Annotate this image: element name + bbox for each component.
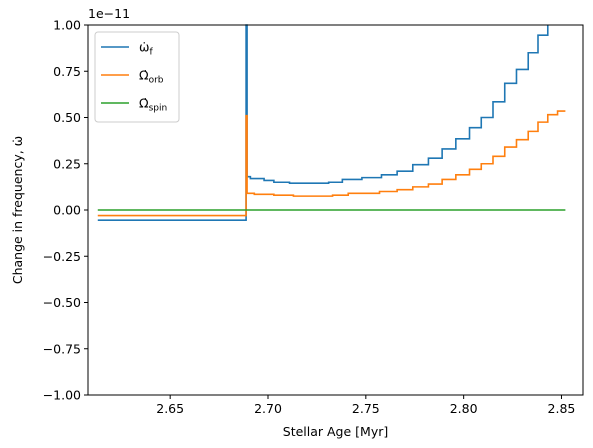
x-axis-label: Stellar Age [Myr] — [283, 424, 388, 439]
x-tick-label: 2.85 — [548, 401, 576, 416]
series-line-1 — [97, 110, 566, 217]
x-tick-label: 2.80 — [450, 401, 478, 416]
x-tick-label: 2.75 — [352, 401, 380, 416]
legend-entries: ω̇f Ω̇orb Ω̇spin — [101, 40, 167, 114]
legend: ω̇f Ω̇orb Ω̇spin — [94, 31, 180, 123]
x-axis-ticks: 2.65 2.70 2.75 2.80 2.85 — [156, 395, 575, 416]
y-tick-label: 0.00 — [53, 203, 81, 218]
y-tick-label: 0.25 — [53, 156, 81, 171]
y-axis-offset-text: 1e−11 — [88, 6, 130, 21]
y-tick-label: 1.00 — [53, 18, 81, 33]
legend-label-0: ω̇f — [139, 40, 153, 58]
y-axis-label: Change in frequency, ω̇ — [10, 136, 25, 284]
series-line-0 — [97, 24, 549, 221]
y-axis-ticks: −1.00 −0.75 −0.50 −0.25 0.00 0.25 0.50 0.75 1.00 — [43, 18, 88, 403]
y-tick-label: −0.50 — [43, 295, 81, 310]
y-tick-label: 0.50 — [53, 110, 81, 125]
legend-box — [94, 31, 180, 123]
y-tick-label: −0.75 — [43, 341, 81, 356]
y-tick-label: −0.25 — [43, 249, 81, 264]
legend-label-1: Ω̇orb — [139, 68, 164, 86]
plot-series-group — [97, 24, 566, 221]
x-tick-label: 2.65 — [156, 401, 184, 416]
y-tick-label: 0.75 — [53, 64, 81, 79]
legend-label-2: Ω̇spin — [139, 96, 167, 114]
y-tick-label: −1.00 — [43, 388, 81, 403]
x-tick-label: 2.70 — [254, 401, 282, 416]
